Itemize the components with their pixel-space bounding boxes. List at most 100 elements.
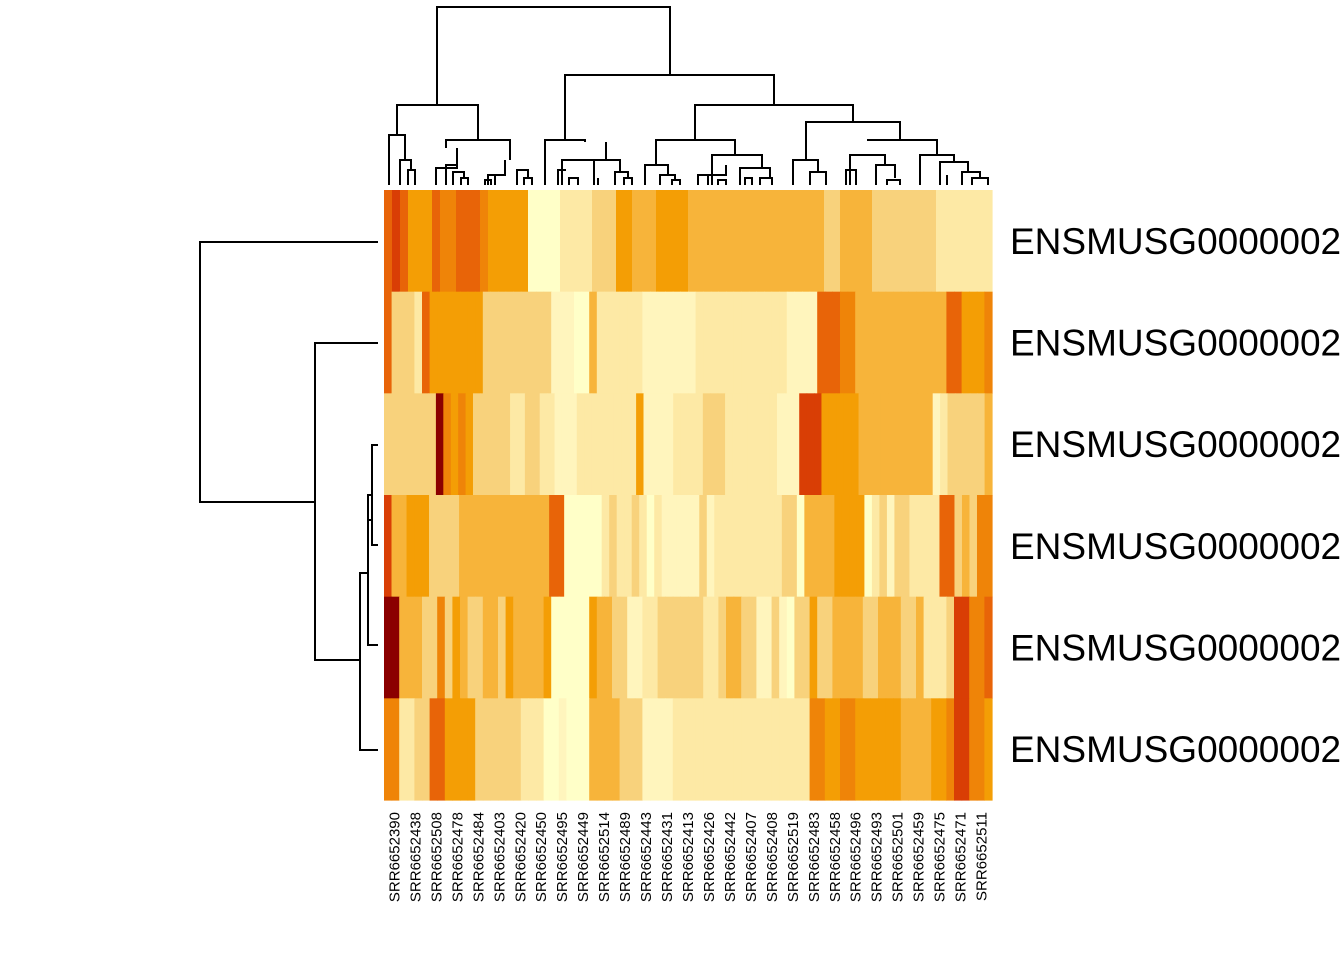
heatmap-cell: [599, 393, 608, 496]
heatmap-cell: [657, 291, 666, 394]
heatmap-cell: [917, 393, 926, 496]
heatmap-cell: [794, 291, 803, 394]
row-label: ENSMUSG0000002: [1010, 628, 1341, 669]
heatmap-cell: [984, 190, 993, 293]
heatmap-cell: [480, 393, 489, 496]
heatmap-cell: [458, 393, 467, 496]
heatmap-cell: [840, 291, 849, 394]
heatmap-cell: [954, 393, 963, 496]
heatmap-cell: [399, 291, 408, 394]
column-dendrogram-branch: [396, 104, 479, 140]
heatmap-cell: [721, 495, 730, 598]
heatmap-cell: [480, 190, 489, 293]
heatmap-cell: [665, 291, 674, 394]
heatmap-cell: [443, 393, 452, 496]
heatmap-cell: [616, 190, 625, 293]
heatmap-cell: [384, 393, 393, 496]
column-labels: SRR6652390 SRR6652438 SRR6652508 SRR6652478…: [387, 812, 991, 902]
heatmap-cell: [505, 698, 514, 801]
column-dendrogram: [388, 6, 989, 185]
column-dendrogram-branch: [388, 134, 406, 185]
column-dendrogram-branch: [694, 104, 854, 140]
heatmap-cell: [592, 190, 601, 293]
heatmap-cell: [870, 596, 879, 699]
heatmap-cell: [862, 596, 871, 699]
heatmap-cell: [984, 291, 993, 394]
heatmap-cell: [741, 698, 750, 801]
heatmap-cell: [920, 190, 929, 293]
heatmap-cell: [414, 291, 423, 394]
heatmap-cell: [475, 291, 484, 394]
heatmap-cell: [811, 495, 820, 598]
column-dendrogram-branch: [445, 139, 511, 160]
heatmap-cell: [581, 291, 590, 394]
heatmap-cell: [596, 291, 605, 394]
heatmap-cell: [762, 393, 771, 496]
column-label: SRR6652496: [848, 812, 865, 902]
heatmap-cell: [422, 291, 431, 394]
heatmap-cell: [840, 698, 849, 801]
heatmap-cell: [931, 495, 941, 598]
heatmap-cell: [465, 393, 474, 496]
heatmap-cell: [636, 393, 645, 496]
heatmap-cell: [496, 190, 505, 293]
heatmap-cell: [814, 393, 823, 496]
heatmap-cell: [452, 596, 461, 699]
heatmap-cell: [936, 190, 945, 293]
heatmap-cell: [706, 495, 715, 598]
heatmap-cell: [584, 393, 593, 496]
heatmap-cell: [634, 291, 643, 394]
heatmap-cell: [460, 291, 469, 394]
heatmap-cell: [764, 596, 773, 699]
row-dendrogram-branch: [367, 494, 372, 521]
column-dendrogram-branch: [711, 154, 763, 185]
column-label: SRR6652471: [953, 812, 970, 902]
heatmap-cell: [784, 190, 793, 293]
heatmap-cell: [688, 393, 697, 496]
heatmap-cell: [520, 190, 529, 293]
heatmap-cell: [802, 698, 811, 801]
heatmap-cell: [398, 393, 407, 496]
heatmap-cell: [855, 596, 864, 699]
column-label: SRR6652450: [533, 812, 550, 902]
heatmap-cell: [799, 393, 808, 496]
heatmap-cell: [703, 291, 712, 394]
heatmap-cell: [448, 190, 457, 293]
heatmap-cell: [558, 596, 567, 699]
heatmap-cell: [903, 393, 912, 496]
heatmap-cell: [474, 495, 483, 598]
heatmap-cell: [489, 495, 498, 598]
column-dendrogram-branch: [971, 177, 989, 185]
heatmap-cell: [840, 596, 849, 699]
heatmap-cell: [695, 393, 704, 496]
heatmap-cell: [657, 596, 666, 699]
heatmap-cell: [467, 596, 476, 699]
heatmap-cell: [954, 291, 963, 394]
heatmap-cell: [391, 495, 400, 598]
heatmap-cell: [643, 393, 652, 496]
heatmap-cell: [710, 698, 719, 801]
heatmap-cell: [421, 495, 430, 598]
heatmap-cell: [406, 393, 415, 496]
heatmap-cell: [384, 495, 393, 598]
heatmap-cell: [732, 393, 741, 496]
column-dendrogram-branch: [655, 139, 736, 165]
heatmap-cell: [726, 291, 735, 394]
heatmap-cell: [858, 393, 867, 496]
heatmap-cell: [744, 190, 753, 293]
heatmap-cell: [512, 190, 521, 293]
heatmap-cell: [673, 393, 682, 496]
heatmap-cell: [885, 291, 894, 394]
heatmap-cell: [895, 393, 904, 496]
column-label: SRR6652511: [974, 812, 991, 901]
heatmap-cell: [665, 698, 674, 801]
heatmap-cell: [720, 190, 729, 293]
heatmap-cell: [703, 596, 712, 699]
heatmap-cell: [513, 596, 522, 699]
heatmap-cell: [984, 495, 993, 598]
heatmap-cell: [444, 495, 453, 598]
column-dendrogram-branch: [805, 121, 901, 160]
heatmap-cell: [865, 393, 874, 496]
heatmap-cell: [589, 596, 598, 699]
heatmap-cell: [940, 393, 949, 496]
